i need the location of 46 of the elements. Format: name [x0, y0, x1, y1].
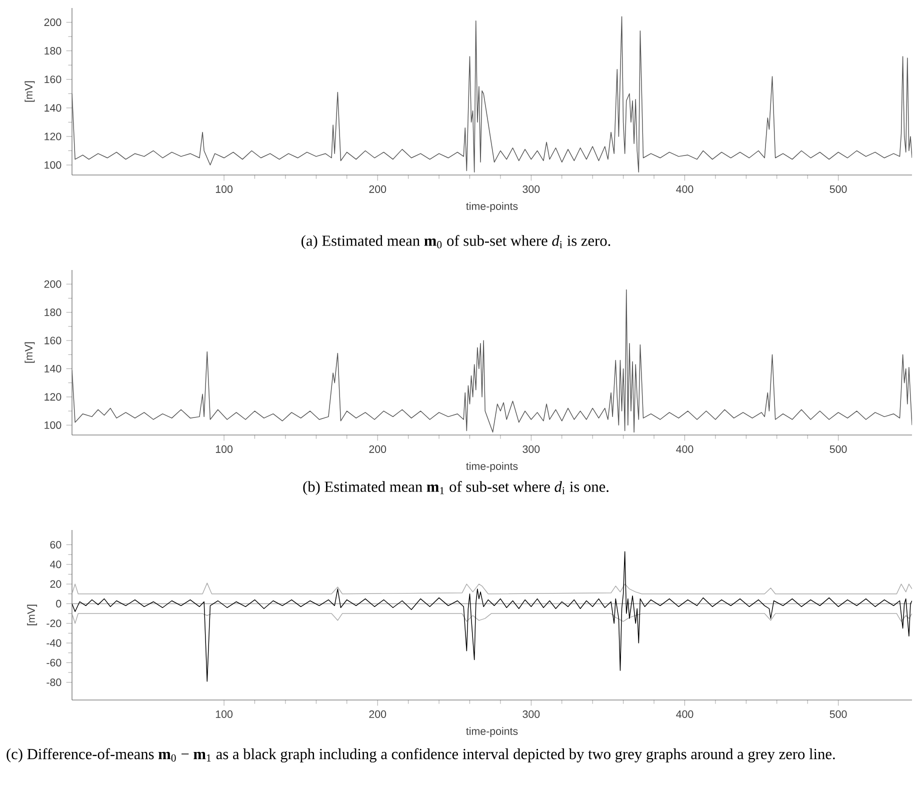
y-tick-label: 120 [44, 393, 62, 401]
y-tick-label: 200 [44, 18, 62, 26]
y-tick-label: 160 [44, 76, 62, 84]
x-tick-label: 100 [216, 185, 233, 193]
y-axis-title: [mV] [24, 342, 35, 363]
x-tick-label: 400 [676, 445, 694, 453]
x-tick-label: 300 [522, 445, 540, 453]
y-tick-label: 180 [44, 308, 62, 316]
x-tick-label: 400 [676, 185, 694, 193]
y-tick-label: 140 [44, 104, 62, 112]
x-tick-label: 200 [369, 710, 386, 718]
line-series [72, 551, 912, 682]
x-axis-title: time-points [466, 462, 518, 472]
x-tick-label: 100 [216, 710, 233, 718]
x-tick-label: 500 [830, 710, 847, 718]
x-tick-label: 100 [216, 445, 233, 453]
line-series [72, 582, 912, 594]
y-tick-label: 60 [50, 540, 62, 549]
x-tick-label: 400 [676, 710, 694, 718]
x-tick-label: 500 [830, 185, 847, 193]
x-tick-label: 200 [369, 445, 386, 453]
y-tick-label: 0 [56, 600, 62, 608]
y-tick-label: 200 [44, 280, 62, 288]
y-tick-label: 120 [44, 132, 62, 140]
y-axis-title: [mV] [27, 604, 38, 626]
y-tick-label: 140 [44, 364, 62, 372]
text: (a) Estimated mean m$_{0}$ of sub-set where d$_{i}$ is zero. [302, 234, 610, 250]
y-tick-label: 160 [44, 336, 62, 344]
text: (b) Estimated mean m$_{1}$ of sub-set where d$_{i}$ is one. [303, 480, 608, 496]
x-axis-title: time-points [466, 202, 518, 212]
y-tick-label: 20 [50, 580, 62, 588]
y-tick-label: 40 [50, 560, 62, 568]
y-tick-label: -40 [46, 639, 62, 647]
x-tick-label: 200 [369, 185, 386, 193]
text: (c) Difference-of-means m$_{0}$ − m$_{1}$ as a black graph including a confidence interval depicted by two grey graphs around a grey zero line. [6, 748, 835, 762]
y-tick-label: 100 [44, 161, 62, 169]
x-tick-label: 300 [522, 185, 540, 193]
x-axis-title: time-points [466, 727, 518, 738]
y-tick-label: 100 [44, 421, 62, 429]
x-tick-label: 500 [830, 445, 847, 453]
y-tick-label: -80 [46, 678, 62, 686]
x-tick-label: 300 [522, 710, 540, 718]
y-tick-label: 180 [44, 47, 62, 55]
y-tick-label: -60 [46, 658, 62, 666]
y-axis-title: [mV] [24, 81, 35, 102]
y-tick-label: -20 [46, 620, 62, 628]
